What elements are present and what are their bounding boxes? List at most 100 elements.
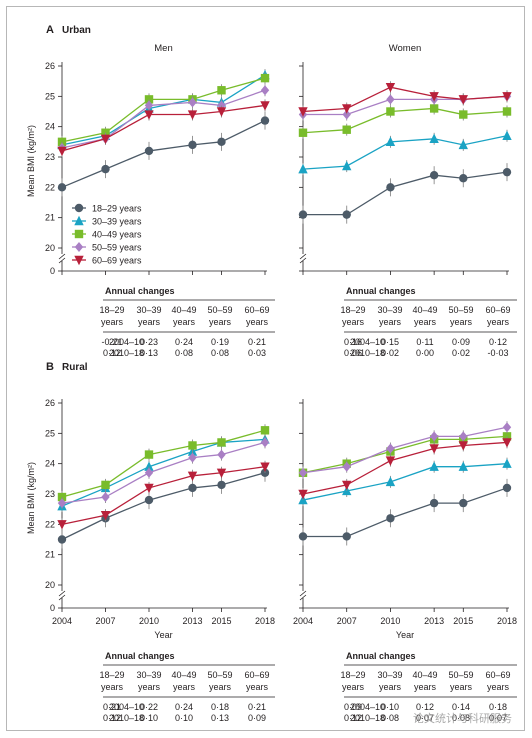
y-tick-label: 24 <box>45 122 55 132</box>
table-cell: 0·03 <box>248 348 266 358</box>
data-point <box>260 101 270 111</box>
data-point <box>342 160 352 171</box>
y-tick-label: 23 <box>45 152 55 162</box>
table-cell: 0·14 <box>452 702 470 712</box>
legend-marker <box>74 215 84 226</box>
annual-changes-table: Annual changes 18–29 years 30–39 years 40–49 y… <box>340 651 517 723</box>
series-1 <box>298 478 512 546</box>
data-point <box>502 130 512 140</box>
table-col-header: 60–69 <box>485 670 510 680</box>
table-col-header: years <box>487 317 510 327</box>
table-cell: 0·09 <box>248 713 266 723</box>
data-point <box>459 431 468 442</box>
data-point <box>385 136 396 147</box>
data-point <box>429 498 439 508</box>
table-row-label: 2004–10 <box>109 337 144 347</box>
data-point <box>57 498 67 509</box>
data-point <box>502 92 512 102</box>
x-tick-label: 2007 <box>95 616 115 626</box>
data-point <box>144 467 154 478</box>
table-col-header: 50–59 <box>207 305 232 315</box>
table-cell: 0·18 <box>211 702 229 712</box>
series-line <box>61 441 266 504</box>
data-point <box>57 492 67 502</box>
series-1 <box>57 111 270 197</box>
table-cell: 0·00 <box>416 348 434 358</box>
data-point <box>458 441 468 451</box>
y-tick-label: 21 <box>45 213 55 223</box>
table-cell: 0·08 <box>211 348 229 358</box>
table-cell: 0·10 <box>381 702 399 712</box>
data-point <box>458 139 468 150</box>
table-col-header: 50–59 <box>207 670 232 680</box>
data-point <box>459 110 468 119</box>
series-5 <box>57 460 270 531</box>
table-cell: 0·11 <box>416 337 433 347</box>
data-point <box>101 128 110 137</box>
x-tick-label: 2015 <box>453 616 473 626</box>
table-col-header: years <box>101 682 124 692</box>
table-cell: 0·08 <box>175 348 193 358</box>
series-4 <box>298 90 512 121</box>
table-col-header: years <box>487 682 510 692</box>
data-point <box>217 449 226 460</box>
data-point <box>342 104 352 114</box>
data-point <box>298 163 308 174</box>
axis-break-mark <box>58 253 66 260</box>
panel-title: Rural <box>62 362 88 373</box>
y-tick-label: 0 <box>50 266 55 276</box>
legend-marker <box>74 242 84 252</box>
data-point <box>144 461 154 471</box>
table-cell: 0·08 <box>381 713 399 723</box>
data-point <box>260 116 270 125</box>
data-point <box>188 452 197 463</box>
data-point <box>385 83 396 93</box>
data-point <box>144 100 154 111</box>
panel-1: 20 21 22 23 24 25 26 0 Mean BMI (kg/m²) A Urban Men… <box>26 24 275 358</box>
table-cell: 0·13 <box>211 713 229 723</box>
data-point <box>144 483 154 494</box>
y-tick-label: 22 <box>45 182 55 192</box>
data-point <box>459 498 468 508</box>
table-cell: 0·23 <box>140 337 158 347</box>
table-cell: 0·08 <box>452 713 470 723</box>
y-tick-label: 25 <box>45 91 55 101</box>
data-point <box>429 431 439 442</box>
x-tick-label: 2013 <box>182 616 202 626</box>
y-tick-label: 22 <box>45 519 55 529</box>
data-point <box>342 532 351 541</box>
data-point <box>216 107 227 117</box>
data-point <box>260 437 270 448</box>
table-col-header: 60–69 <box>485 305 510 315</box>
x-axis-label: Year <box>396 630 414 640</box>
table-col-header: 50–59 <box>448 670 473 680</box>
data-point <box>298 210 308 219</box>
table-cell: 0·09 <box>344 702 362 712</box>
y-axis-label: Mean BMI (kg/m²) <box>26 462 36 534</box>
data-point <box>188 483 197 493</box>
series-line <box>61 77 266 143</box>
table-cell: 0·19 <box>211 337 229 347</box>
table-cell: 0·21 <box>248 337 266 347</box>
table-cell: 0·02 <box>381 348 399 358</box>
axis-break-mark <box>299 253 307 260</box>
panel-3: 20 21 22 23 24 25 26 0 2004 2007 2010 2013 2015 2018 Y… <box>26 361 275 723</box>
table-cell: 0·15 <box>381 337 399 347</box>
data-point <box>217 86 226 95</box>
table-row-label: 2010–18 <box>350 348 385 358</box>
series-5 <box>298 81 512 118</box>
table-col-header: years <box>138 682 161 692</box>
table-title: Annual changes <box>105 651 175 661</box>
series-5 <box>298 436 512 500</box>
table-col-header: 40–49 <box>171 670 196 680</box>
data-point <box>429 92 439 102</box>
axis-break-mark <box>299 257 307 264</box>
data-point <box>187 471 198 481</box>
data-point <box>385 456 396 466</box>
table-cell: 0·09 <box>452 337 470 347</box>
data-point <box>144 146 154 156</box>
data-point <box>298 107 308 117</box>
series-3 <box>57 72 270 148</box>
data-point <box>342 125 351 134</box>
series-line <box>61 438 266 507</box>
